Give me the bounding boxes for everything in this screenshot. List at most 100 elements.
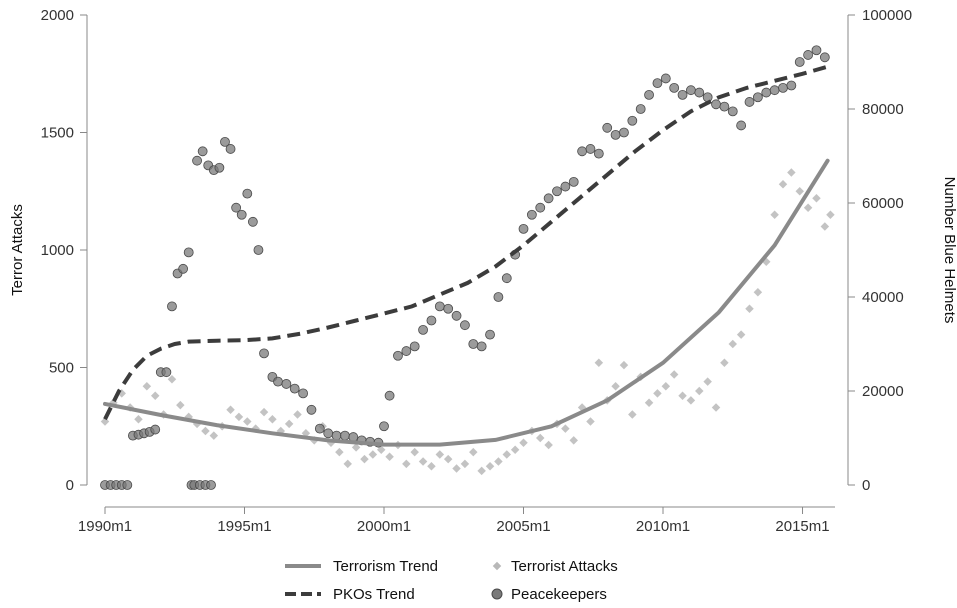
- peacekeeper-point: [794, 57, 805, 67]
- right-tick-label: 60000: [862, 195, 904, 212]
- peacekeeper-point: [167, 301, 177, 312]
- attack-point: [167, 375, 177, 384]
- peacekeeper-point: [644, 90, 654, 100]
- peacekeepers-points: [100, 45, 830, 490]
- peacekeeper-point: [384, 390, 395, 401]
- peacekeeper-point: [585, 144, 596, 154]
- peacekeeper-point: [736, 120, 747, 131]
- left-tick-label: 2000: [41, 7, 74, 24]
- bottom-tick-label: 2010m1: [636, 518, 690, 535]
- bottom-tick-label: 1995m1: [217, 518, 271, 535]
- peacekeeper-point: [727, 106, 738, 117]
- left-axis-ticks: 0 500 1000 1500 2000: [41, 7, 87, 494]
- bottom-tick-label: 2000m1: [357, 518, 411, 535]
- attack-point: [134, 414, 143, 424]
- peacekeeper-point: [694, 87, 705, 98]
- peacekeeper-point: [719, 101, 730, 112]
- attack-point: [485, 461, 495, 471]
- peacekeeper-point: [273, 376, 283, 387]
- attack-point: [736, 330, 746, 339]
- attack-point: [770, 210, 779, 219]
- right-tick-label: 80000: [862, 101, 904, 118]
- attack-point: [628, 410, 637, 419]
- peacekeeper-point: [702, 92, 713, 103]
- left-tick-label: 1500: [41, 125, 74, 142]
- right-axis-title: Number Blue Helmets: [941, 177, 957, 324]
- attack-point: [385, 452, 394, 462]
- attack-point: [351, 443, 361, 452]
- terrorism-trend-line: [103, 158, 830, 447]
- peacekeeper-point: [451, 310, 462, 321]
- attack-point: [661, 382, 671, 391]
- peacekeeper-point: [669, 82, 680, 93]
- peacekeeper-point: [526, 209, 537, 220]
- peacekeeper-point: [214, 162, 225, 173]
- attack-point: [753, 288, 763, 297]
- attack-point: [376, 445, 386, 454]
- attack-point: [561, 424, 570, 433]
- peacekeeper-point: [811, 45, 822, 56]
- attack-point: [586, 417, 595, 426]
- attack-point: [100, 417, 110, 426]
- attack-point: [268, 414, 277, 424]
- attack-point: [477, 466, 486, 476]
- plot-area: 0 500 1000 1500 2000 Terror Attacks 0 20000 40…: [9, 7, 957, 535]
- attack-point: [510, 445, 520, 454]
- legend: Terrorism Trend Terrorist Attacks PKOs T…: [285, 558, 618, 603]
- right-tick-label: 20000: [862, 383, 904, 400]
- peacekeeper-point: [752, 92, 763, 103]
- attack-point: [418, 457, 428, 466]
- peacekeeper-point: [686, 85, 696, 96]
- peacekeeper-point: [610, 129, 621, 140]
- peacekeeper-point: [298, 388, 308, 399]
- attack-point: [234, 412, 244, 422]
- attack-point: [678, 391, 687, 400]
- right-tick-label: 40000: [862, 289, 904, 306]
- legend-label-terrorist-attacks: Terrorist Attacks: [511, 558, 618, 575]
- attack-point: [611, 382, 620, 391]
- peacekeeper-point: [401, 346, 412, 356]
- attack-point: [293, 410, 302, 419]
- peacekeeper-point: [711, 99, 721, 110]
- peacekeeper-point: [619, 127, 629, 138]
- peacekeeper-point: [660, 73, 671, 84]
- attack-point: [594, 358, 604, 368]
- peacekeeper-point: [501, 273, 512, 284]
- peacekeeper-point: [323, 428, 334, 439]
- attack-point: [695, 386, 704, 396]
- peacekeeper-point: [236, 209, 247, 220]
- attack-point: [335, 447, 344, 457]
- peacekeeper-point: [778, 82, 788, 93]
- legend-label-pko-trend: PKOs Trend: [333, 586, 415, 603]
- peacekeeper-point: [393, 350, 403, 361]
- peacekeeper-point: [819, 52, 830, 63]
- attack-point: [368, 450, 378, 459]
- attack-point: [209, 431, 219, 440]
- peacekeeper-point: [543, 193, 554, 204]
- peacekeeper-point: [220, 136, 230, 147]
- peacekeeper-point: [306, 404, 317, 415]
- peacekeeper-point: [485, 329, 495, 340]
- attack-point: [201, 426, 210, 436]
- peacekeeper-point: [340, 430, 350, 441]
- peacekeeper-point: [602, 122, 613, 133]
- peacekeeper-point: [552, 186, 562, 197]
- peacekeeper-point: [409, 341, 420, 352]
- legend-label-terrorism-trend: Terrorism Trend: [333, 558, 438, 575]
- attack-point: [536, 433, 545, 443]
- attack-point: [544, 440, 553, 450]
- peacekeeper-point: [535, 202, 546, 213]
- attack-point: [669, 370, 679, 379]
- legend-label-peacekeepers: Peacekeepers: [511, 586, 607, 603]
- peacekeeper-point: [627, 115, 638, 126]
- peacekeeper-point: [247, 216, 258, 227]
- peacekeeper-point: [426, 315, 437, 326]
- peacekeeper-point: [314, 423, 325, 434]
- attack-point: [703, 377, 712, 386]
- attack-point: [142, 382, 152, 391]
- peacekeeper-point: [192, 155, 202, 166]
- bottom-tick-label: 2015m1: [775, 518, 829, 535]
- peacekeeper-point: [231, 202, 242, 213]
- attack-point: [686, 396, 696, 405]
